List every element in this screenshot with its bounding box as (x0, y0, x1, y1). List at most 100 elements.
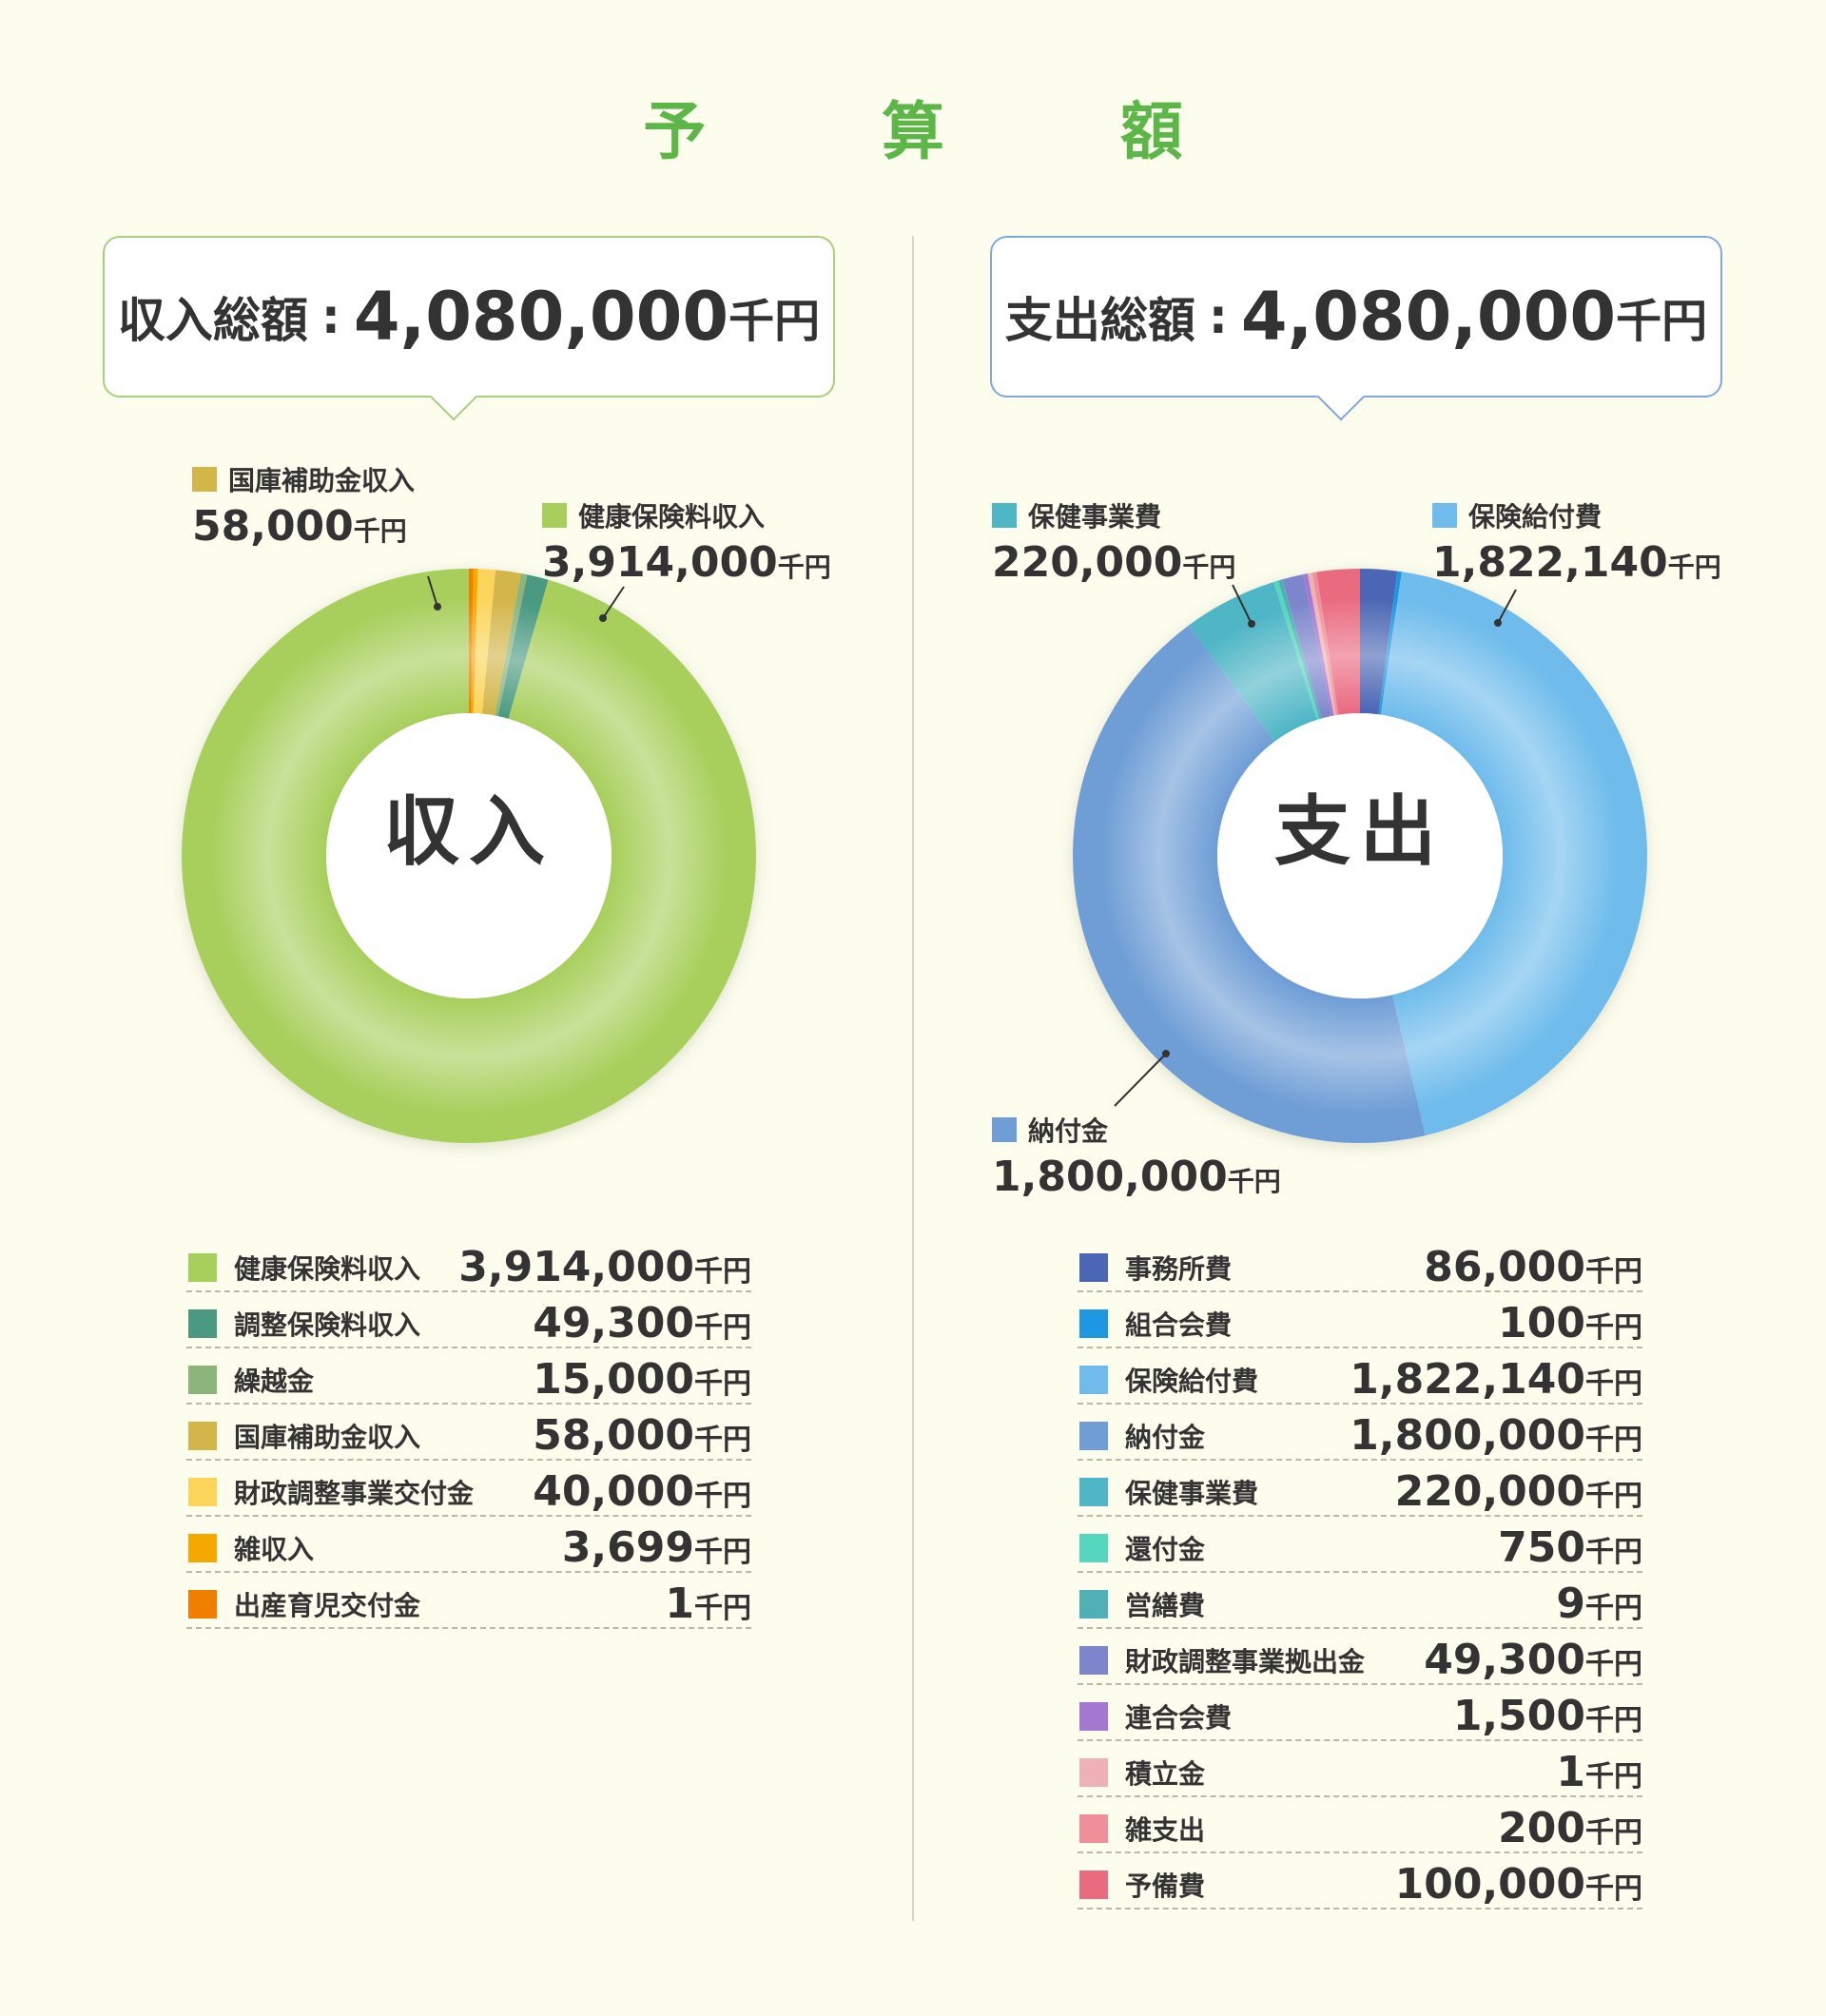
legend-name: 財政調整事業交付金 (234, 1477, 475, 1509)
legend-value: 49,300千円 (1424, 1636, 1642, 1684)
legend-number: 49,300 (1424, 1636, 1585, 1684)
expense-legend-row: 組合会費 100千円 (1078, 1292, 1642, 1348)
callout-name: 健康保険料収入 (578, 501, 766, 533)
callout-name: 国庫補助金収入 (228, 465, 416, 496)
legend-number: 86,000 (1424, 1243, 1585, 1291)
callout-swatch (992, 1117, 1017, 1142)
expense-legend-row: 予備費 100,000千円 (1078, 1853, 1642, 1909)
legend-swatch (188, 1308, 217, 1338)
expense-legend-row: 事務所費 86,000千円 (1078, 1236, 1642, 1292)
expense-legend-row: 保健事業費 220,000千円 (1078, 1461, 1642, 1517)
expense-donut (1073, 569, 1647, 1143)
legend-unit: 千円 (694, 1255, 751, 1289)
income-total-bubble: 収入総額 : 4,080,000 千円 (103, 236, 835, 421)
legend-number: 1 (1556, 1748, 1585, 1796)
expense-total-colon: : (1208, 289, 1228, 344)
legend-swatch (1079, 1533, 1108, 1562)
legend-name: 組合会費 (1125, 1308, 1233, 1341)
legend-unit: 千円 (1585, 1255, 1642, 1289)
leader-dot-income-premium (599, 614, 607, 622)
legend-name: 出産育児交付金 (234, 1589, 421, 1621)
income-total-unit: 千円 (728, 295, 821, 348)
income-legend-row: 国庫補助金収入 58,000千円 (186, 1405, 751, 1461)
legend-swatch (1079, 1252, 1108, 1282)
income-legend-row: 出産育児交付金 1千円 (186, 1573, 751, 1629)
income-total-colon: : (321, 289, 340, 344)
legend-name: 雑収入 (234, 1533, 315, 1565)
income-donut (181, 569, 756, 1144)
legend-swatch (1079, 1589, 1108, 1619)
legend-number: 100,000 (1394, 1860, 1585, 1909)
expense-total-unit: 千円 (1616, 295, 1708, 348)
legend-value: 1千円 (1556, 1748, 1642, 1796)
leader-dot-expense-contribution (1162, 1050, 1170, 1057)
legend-unit: 千円 (694, 1424, 751, 1457)
legend-number: 3,699 (561, 1523, 694, 1572)
legend-name: 保険給付費 (1125, 1365, 1259, 1397)
income-center-label: 収入 (383, 787, 554, 876)
legend-swatch (1079, 1701, 1108, 1731)
expense-legend-row: 連合会費 1,500千円 (1078, 1685, 1642, 1741)
legend-value: 200千円 (1498, 1804, 1642, 1852)
callout-swatch (1432, 503, 1457, 528)
legend-swatch (1079, 1421, 1108, 1450)
legend-value: 1,822,140千円 (1350, 1355, 1642, 1404)
legend-name: 雑支出 (1125, 1813, 1206, 1846)
leader-dot-income-subsidy (434, 603, 441, 611)
income-legend-row: 健康保険料収入 3,914,000千円 (186, 1236, 751, 1292)
income-donut-hole (326, 713, 612, 998)
leader-line-expense-contribution (1114, 1053, 1167, 1107)
legend-swatch (1079, 1308, 1108, 1338)
legend-number: 3,914,000 (458, 1243, 694, 1291)
expense-total-label: 支出総額 (1004, 293, 1195, 348)
legend-number: 49,300 (533, 1299, 694, 1347)
expense-legend-row: 営繕費 9千円 (1078, 1573, 1642, 1629)
legend-unit: 千円 (694, 1480, 751, 1513)
expense-legend-row: 積立金 1千円 (1078, 1741, 1642, 1797)
legend-value: 1千円 (665, 1580, 751, 1628)
callout-value: 58,000 (192, 502, 354, 551)
income-legend-row: 財政調整事業交付金 40,000千円 (186, 1461, 751, 1517)
callout-swatch (992, 503, 1017, 528)
legend-swatch (188, 1589, 217, 1619)
legend-value: 1,800,000千円 (1350, 1411, 1642, 1460)
callout-name: 納付金 (1028, 1115, 1109, 1147)
legend-number: 1,822,140 (1350, 1355, 1585, 1404)
legend-unit: 千円 (694, 1367, 751, 1401)
callout-swatch (192, 467, 217, 492)
legend-number: 15,000 (533, 1355, 694, 1404)
legend-name: 連合会費 (1125, 1701, 1233, 1734)
leader-line-expense-health (1232, 584, 1253, 625)
legend-value: 3,914,000千円 (458, 1243, 751, 1291)
leader-line-expense-benefit (1497, 589, 1517, 624)
legend-unit: 千円 (1585, 1872, 1642, 1906)
income-legend: 健康保険料収入 3,914,000千円 調整保険料収入 49,300千円 繰越金 15,0… (186, 1236, 751, 1629)
legend-number: 750 (1498, 1523, 1585, 1572)
legend-name: 保健事業費 (1125, 1477, 1259, 1509)
expense-total-bubble: 支出総額 : 4,080,000 千円 (990, 236, 1722, 421)
callout-leader-lines (427, 575, 1517, 1107)
legend-value: 15,000千円 (533, 1355, 751, 1404)
legend-number: 40,000 (533, 1467, 694, 1516)
legend-unit: 千円 (1585, 1760, 1642, 1793)
legend-number: 9 (1556, 1580, 1585, 1628)
legend-unit: 千円 (1585, 1816, 1642, 1850)
page-title: 予 算 額 (643, 95, 1240, 168)
legend-unit: 千円 (694, 1592, 751, 1625)
legend-swatch (188, 1252, 217, 1282)
callout-expense-benefit: 保険給付費 1,822,140千円 (1432, 496, 1721, 587)
legend-name: 納付金 (1125, 1421, 1206, 1453)
callout-value: 220,000 (992, 538, 1183, 587)
legend-number: 58,000 (533, 1411, 694, 1460)
expense-total-value: 4,080,000 (1240, 278, 1617, 356)
legend-name: 還付金 (1125, 1533, 1206, 1565)
legend-unit: 千円 (1585, 1367, 1642, 1401)
callout-name: 保健事業費 (1028, 501, 1162, 533)
legend-number: 100 (1498, 1299, 1585, 1347)
legend-value: 3,699千円 (562, 1523, 751, 1572)
callout-expense-contribution: 納付金 1,800,000千円 (992, 1111, 1281, 1201)
legend-value: 220,000千円 (1395, 1467, 1642, 1516)
legend-value: 49,300千円 (533, 1299, 751, 1347)
callout-name: 保険給付費 (1468, 501, 1603, 533)
